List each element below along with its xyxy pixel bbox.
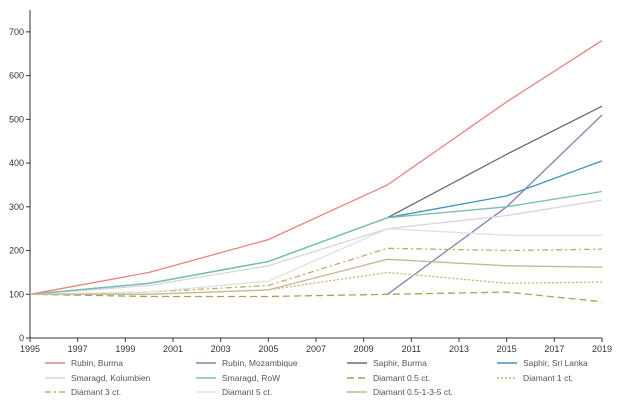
- x-tick-label: 2005: [258, 344, 278, 354]
- legend-label: Diamant 0.5 ct.: [373, 373, 430, 383]
- x-tick-label: 2009: [354, 344, 374, 354]
- series-line-0: [29, 40, 603, 295]
- legend-label: Diamant 3 ct.: [71, 387, 121, 397]
- series-line-5: [29, 190, 603, 295]
- y-tick-label: 700: [9, 27, 24, 37]
- y-tick-label: 300: [9, 202, 24, 212]
- series-line-1: [387, 114, 603, 295]
- series-line-4: [29, 199, 603, 295]
- series-line-7: [30, 271, 603, 295]
- y-tick-label: 200: [9, 246, 24, 256]
- x-tick-label: 2007: [306, 344, 326, 354]
- x-tick-label: 2011: [402, 344, 421, 354]
- y-tick-label: 100: [9, 289, 24, 299]
- axes: 0 100 200 300 400 500 600 700 1995 1997 1999 2001 20…: [9, 10, 612, 354]
- legend-label: Diamant 0.5-1-3-5 ct.: [373, 387, 453, 397]
- legend: Rubin, Burma Rubin, Mozambique Saphir, Bur…: [45, 358, 588, 397]
- y-tick-label: 500: [9, 114, 24, 124]
- x-tick-label: 2003: [211, 344, 231, 354]
- series-layer: [29, 40, 603, 303]
- legend-label: Smaragd, Kolumbien: [71, 373, 151, 383]
- series-line-6: [29, 291, 603, 303]
- series-line-9: [29, 228, 602, 295]
- x-tick-label: 2017: [544, 344, 564, 354]
- legend-label: Smaragd, RoW: [222, 373, 280, 383]
- legend-label: Rubin, Burma: [71, 358, 123, 368]
- x-tick-label: 1995: [20, 344, 40, 354]
- legend-label: Diamant 1 ct.: [523, 373, 573, 383]
- x-tick-label: 1999: [115, 344, 135, 354]
- x-tick-label: 2019: [592, 344, 612, 354]
- legend-label: Saphir, Burma: [373, 358, 427, 368]
- x-tick-label: 2013: [449, 344, 469, 354]
- legend-label: Rubin, Mozambique: [222, 358, 298, 368]
- legend-label: Diamant 5 ct.: [222, 387, 272, 397]
- x-tick-label: 2001: [163, 344, 183, 354]
- series-line-3: [29, 160, 603, 295]
- y-tick-label: 400: [9, 158, 24, 168]
- y-tick-label: 600: [9, 71, 24, 81]
- series-line-2: [387, 105, 603, 219]
- series-line-10: [30, 258, 603, 295]
- legend-label: Saphir, Sri Lanka: [523, 358, 588, 368]
- x-tick-label: 1997: [68, 344, 88, 354]
- y-tick-label: 0: [19, 333, 24, 343]
- x-tick-label: 2015: [497, 344, 517, 354]
